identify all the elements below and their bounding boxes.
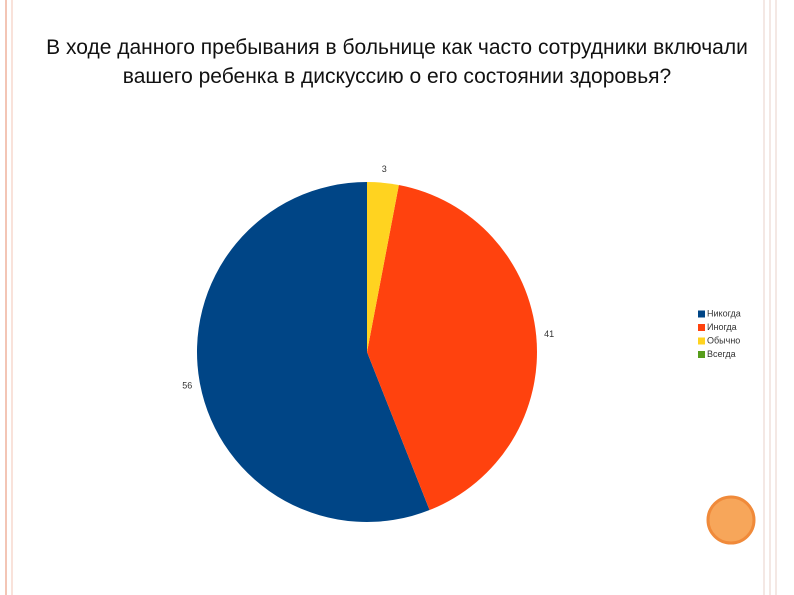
decor-circle: [706, 495, 756, 545]
legend-label: Обычно: [707, 335, 740, 345]
data-label: 41: [544, 329, 554, 339]
legend-label: Никогда: [707, 308, 741, 318]
legend-swatch: [698, 310, 705, 318]
data-label: 3: [382, 164, 387, 174]
legend-swatch: [698, 324, 705, 331]
pie-slice: [367, 185, 537, 511]
legend-swatch: [698, 337, 705, 345]
pie-slice: [197, 182, 430, 522]
data-label: 56: [182, 381, 192, 391]
chart-title: В ходе данного пребывания в больнице как…: [46, 36, 748, 88]
legend-label: Всегда: [707, 349, 736, 359]
legend-swatch: [698, 351, 705, 358]
legend-label: Иногда: [707, 322, 737, 332]
pie-slice: [367, 182, 399, 352]
